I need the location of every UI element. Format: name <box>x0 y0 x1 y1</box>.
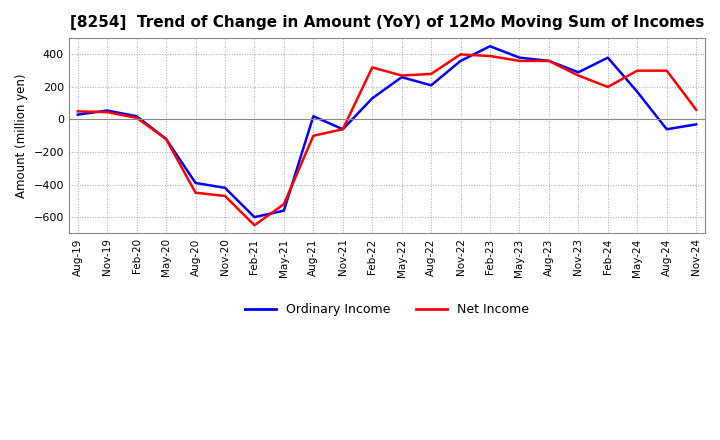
Ordinary Income <box>456 58 465 63</box>
Net Income <box>633 68 642 73</box>
Ordinary Income <box>73 112 82 117</box>
Net Income <box>662 68 671 73</box>
Net Income <box>73 109 82 114</box>
Net Income <box>486 53 495 59</box>
Ordinary Income <box>692 122 701 127</box>
Ordinary Income <box>192 180 200 186</box>
Net Income <box>603 84 612 90</box>
Net Income <box>309 133 318 139</box>
Net Income <box>427 71 436 77</box>
Ordinary Income <box>132 114 141 119</box>
Ordinary Income <box>279 208 288 213</box>
Legend: Ordinary Income, Net Income: Ordinary Income, Net Income <box>240 298 534 321</box>
Title: [8254]  Trend of Change in Amount (YoY) of 12Mo Moving Sum of Incomes: [8254] Trend of Change in Amount (YoY) o… <box>70 15 704 30</box>
Ordinary Income <box>338 127 347 132</box>
Net Income <box>574 73 582 78</box>
Y-axis label: Amount (million yen): Amount (million yen) <box>15 73 28 198</box>
Net Income <box>397 73 406 78</box>
Ordinary Income <box>309 114 318 119</box>
Net Income <box>132 115 141 121</box>
Ordinary Income <box>662 127 671 132</box>
Line: Net Income: Net Income <box>78 55 696 225</box>
Ordinary Income <box>368 95 377 101</box>
Ordinary Income <box>544 58 553 63</box>
Net Income <box>103 110 112 115</box>
Net Income <box>279 202 288 207</box>
Ordinary Income <box>603 55 612 60</box>
Ordinary Income <box>103 108 112 113</box>
Net Income <box>456 52 465 57</box>
Line: Ordinary Income: Ordinary Income <box>78 46 696 217</box>
Ordinary Income <box>633 89 642 95</box>
Ordinary Income <box>162 136 171 142</box>
Net Income <box>162 136 171 142</box>
Net Income <box>544 58 553 63</box>
Net Income <box>192 190 200 195</box>
Net Income <box>220 193 229 198</box>
Net Income <box>692 107 701 112</box>
Net Income <box>515 58 523 63</box>
Net Income <box>250 223 258 228</box>
Ordinary Income <box>397 74 406 80</box>
Ordinary Income <box>220 185 229 191</box>
Ordinary Income <box>427 83 436 88</box>
Ordinary Income <box>574 70 582 75</box>
Ordinary Income <box>486 44 495 49</box>
Ordinary Income <box>515 55 523 60</box>
Ordinary Income <box>250 215 258 220</box>
Net Income <box>368 65 377 70</box>
Net Income <box>338 127 347 132</box>
